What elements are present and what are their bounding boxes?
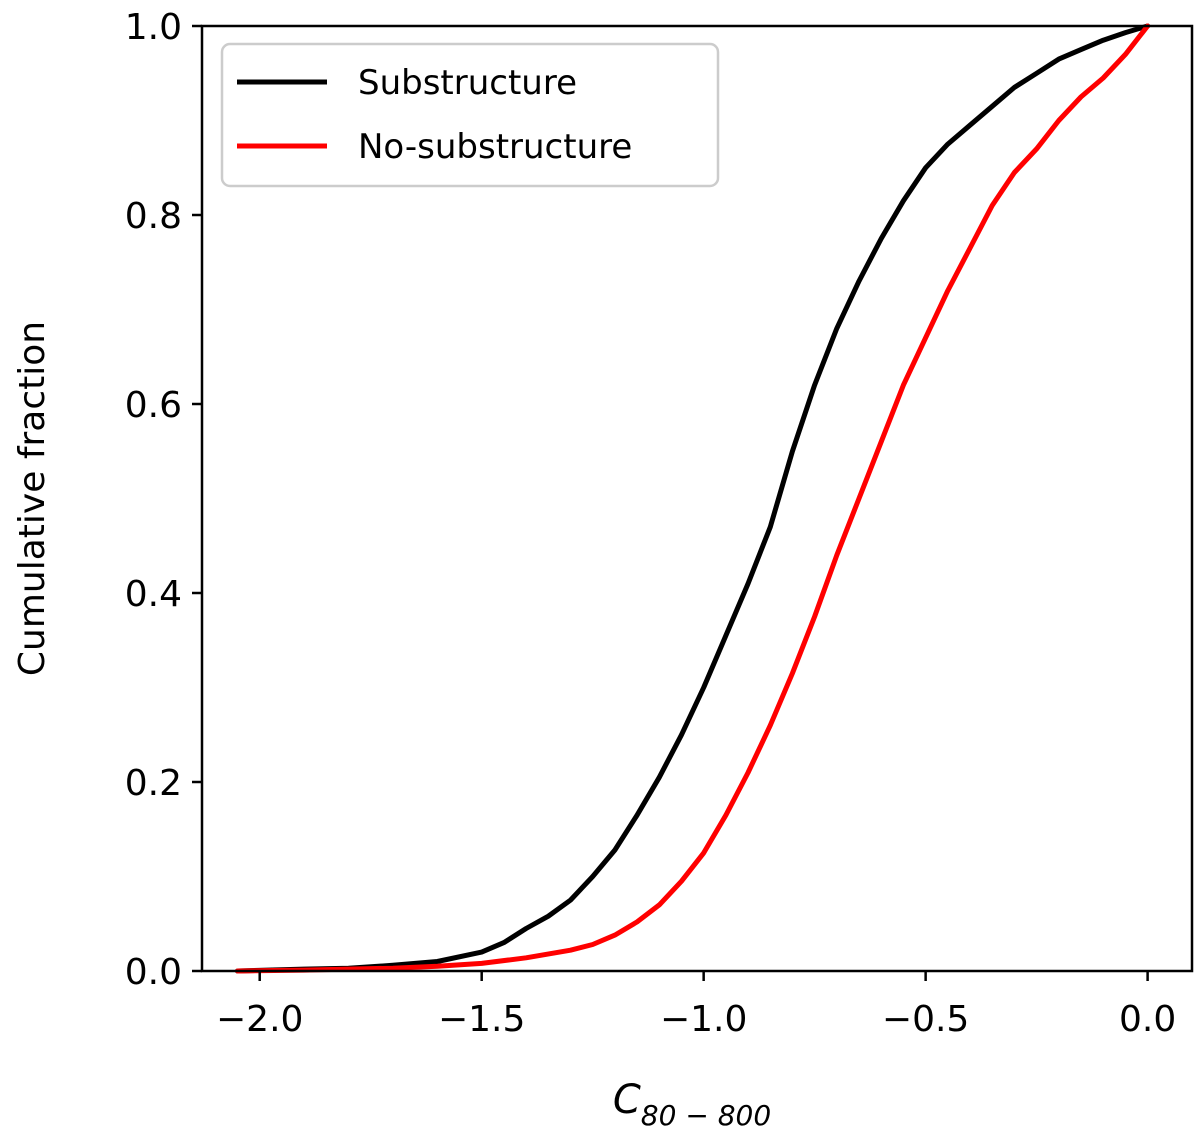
- x-axis-label-subscript: 80 − 800: [641, 1099, 771, 1132]
- series-line-no-substructure: [235, 23, 1151, 974]
- ticks-layer: −2.0 −1.5 −1.0 −0.5 0.0 0.0 0.2 0.4 0.6 0.8 1.0: [125, 7, 1177, 1040]
- y-tick-label: 0.6: [125, 385, 182, 426]
- legend-box: [220, 42, 720, 188]
- y-tick-label: 0.8: [125, 196, 182, 237]
- x-tick-label: −0.5: [882, 999, 969, 1040]
- y-tick-label: 0.4: [125, 574, 182, 615]
- x-axis-label: C80 − 800: [613, 1077, 771, 1132]
- series-line-substructure: [235, 23, 1151, 974]
- x-tick-label: −2.0: [216, 999, 303, 1040]
- x-axis-label-main: C: [613, 1077, 641, 1123]
- x-tick-label: −1.0: [660, 999, 747, 1040]
- y-tick-label: 0.0: [125, 952, 182, 993]
- plot-frame: [200, 24, 1194, 973]
- x-tick-label: −1.5: [438, 999, 525, 1040]
- legend: Substructure No-substructure: [220, 42, 720, 188]
- y-tick-label: 1.0: [125, 7, 182, 48]
- series-layer: [235, 23, 1151, 974]
- y-axis-label: Cumulative fraction: [12, 321, 53, 676]
- legend-label-no-substructure: No-substructure: [358, 127, 632, 167]
- x-tick-label: 0.0: [1119, 999, 1176, 1040]
- y-tick-label: 0.2: [125, 763, 182, 804]
- legend-label-substructure: Substructure: [358, 63, 577, 103]
